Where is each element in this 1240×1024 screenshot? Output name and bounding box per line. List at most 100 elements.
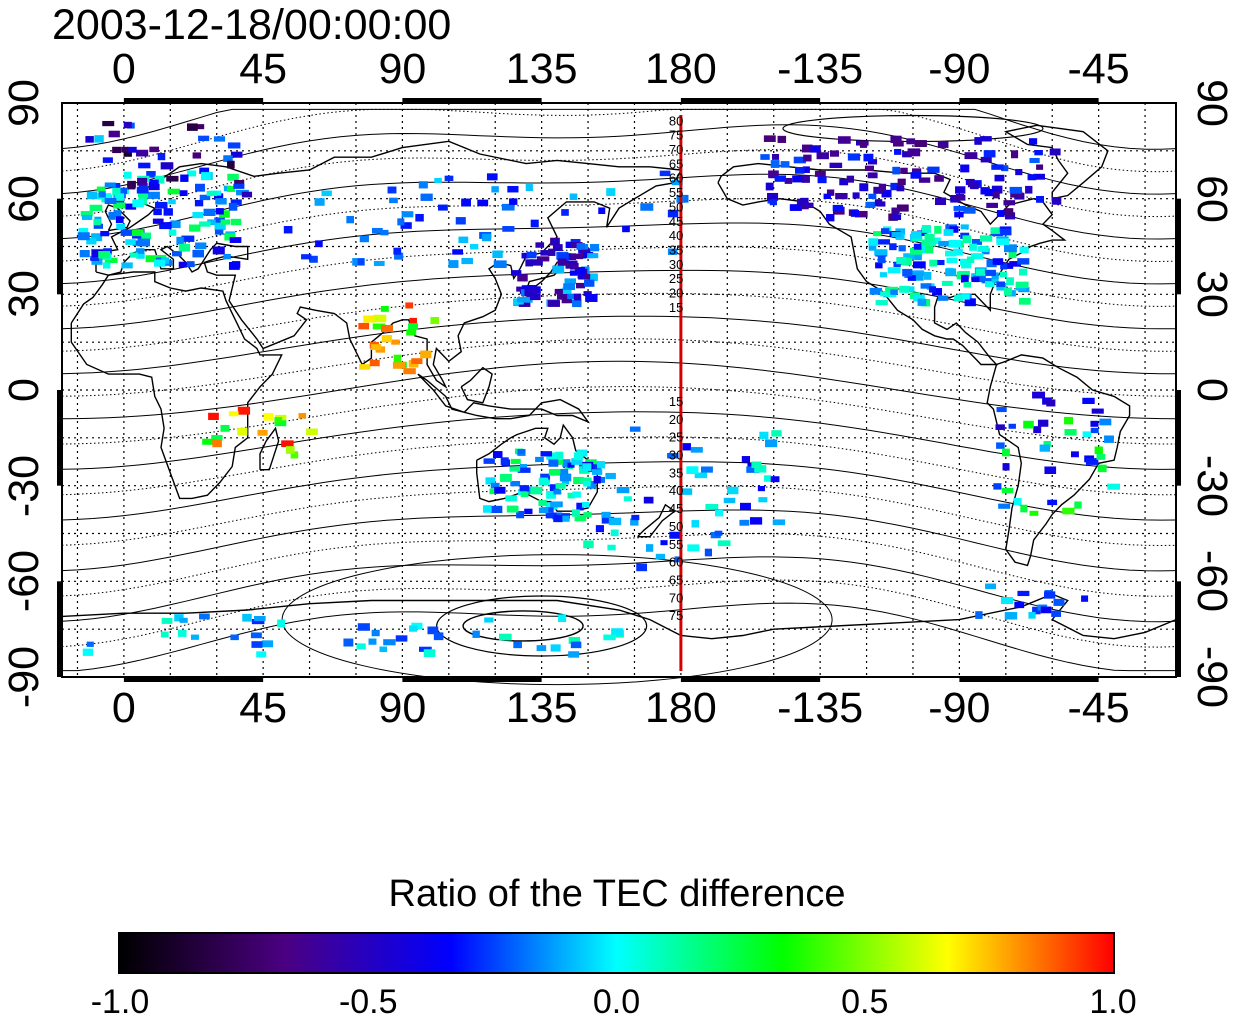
tec-patch (505, 495, 517, 502)
colorbar (118, 932, 1115, 974)
tec-patch (593, 475, 601, 484)
colorbar-title: Ratio of the TEC difference (388, 873, 846, 915)
tec-patch (498, 633, 512, 641)
tec-patch (608, 517, 622, 526)
tec-patch (121, 146, 129, 153)
tec-patch (96, 186, 106, 192)
tec-patch (986, 259, 997, 268)
tec-patch (945, 268, 957, 277)
tec-patch (242, 613, 252, 622)
tec-patch (517, 467, 531, 473)
tec-patch (622, 225, 630, 233)
tec-patch (771, 153, 780, 160)
tec-patch (112, 146, 122, 154)
meridian-label: 60 (669, 171, 683, 186)
frame-band (123, 98, 264, 103)
tec-patch (789, 204, 802, 211)
tec-patch (91, 233, 103, 242)
tec-patch (202, 438, 215, 445)
tec-patch (126, 146, 137, 153)
tec-patch (400, 222, 412, 229)
tec-patch (896, 204, 909, 212)
tec-patch (1090, 420, 1099, 427)
tec-patch (529, 259, 543, 266)
tec-patch (717, 540, 731, 547)
contour-line (61, 246, 1177, 307)
tec-patch (343, 638, 354, 647)
tec-patch (975, 268, 985, 276)
new-zealand-outline (637, 503, 676, 538)
tec-patch (220, 219, 231, 225)
contour-line (61, 198, 1177, 263)
tec-patch (411, 358, 423, 365)
tec-patch (1004, 208, 1014, 216)
tec-patch (214, 217, 225, 224)
tec-patch (573, 293, 582, 301)
contour-line (61, 509, 1177, 572)
tec-patch (1096, 453, 1106, 460)
tec-patch (771, 430, 782, 437)
meridian-label: 65 (669, 156, 683, 171)
tec-patch (214, 229, 224, 235)
tec-patch (1094, 446, 1103, 455)
tec-patch (1004, 612, 1018, 620)
tec-patch (1006, 277, 1014, 286)
frame-band (57, 390, 62, 486)
tec-patch (1015, 168, 1023, 176)
tec-patch (1003, 287, 1012, 296)
tec-patch (890, 289, 898, 295)
tec-patch (739, 502, 751, 511)
tec-patch (123, 121, 132, 129)
lat-tick-label: 90 (1188, 79, 1236, 127)
tec-patch (131, 229, 144, 237)
tec-patch (979, 235, 993, 242)
tec-patch (125, 239, 136, 245)
tec-patch (611, 628, 624, 636)
tec-patch (190, 634, 199, 640)
meridian-label: 40 (669, 228, 683, 243)
tec-patch (373, 314, 387, 323)
tec-patch (590, 243, 600, 252)
tec-patch (562, 287, 572, 295)
tec-patch (682, 443, 691, 451)
tec-patch (192, 249, 205, 258)
tec-patch (89, 204, 103, 211)
tec-patch (137, 177, 148, 186)
tec-patch (954, 294, 964, 302)
tec-patch (550, 501, 561, 508)
tec-patch (631, 514, 640, 521)
tec-patch (921, 239, 934, 247)
tec-patch (573, 452, 584, 460)
contour-line (61, 338, 1177, 397)
tec-patch (493, 260, 507, 269)
tec-patch (1029, 157, 1040, 164)
tec-patch (392, 361, 406, 369)
tec-patch (1010, 191, 1023, 198)
tec-patch (971, 276, 980, 283)
tec-patch (380, 229, 389, 236)
tec-patch (780, 161, 790, 168)
tec-patch (877, 256, 886, 264)
tec-patch (315, 240, 323, 248)
tec-patch (521, 252, 529, 259)
tec-patch (230, 634, 239, 641)
tec-patch (1040, 606, 1052, 614)
tec-patch (346, 215, 354, 224)
tec-patch (577, 273, 585, 279)
tec-patch (568, 253, 577, 261)
tec-patch (418, 181, 428, 189)
tec-patch (556, 293, 569, 300)
tec-patch (207, 219, 216, 226)
tec-patch (739, 519, 750, 526)
tec-patch (132, 199, 144, 208)
tec-patch (991, 185, 1003, 194)
tec-patch (199, 613, 210, 620)
tec-patch (178, 261, 187, 268)
tec-patch (560, 468, 569, 476)
tec-patch (878, 183, 886, 192)
tec-patch (550, 644, 561, 652)
meridian-label: 65 (669, 573, 683, 588)
tec-patch (228, 261, 240, 270)
tec-patch (576, 243, 585, 250)
tec-patch (1003, 262, 1014, 269)
